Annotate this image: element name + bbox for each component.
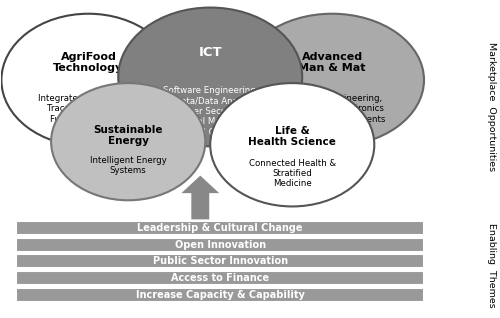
Text: Sustainable
Energy: Sustainable Energy	[94, 125, 163, 146]
FancyBboxPatch shape	[16, 254, 424, 268]
Text: ICT: ICT	[198, 46, 222, 59]
Polygon shape	[182, 176, 219, 219]
Ellipse shape	[118, 8, 302, 146]
FancyBboxPatch shape	[16, 271, 424, 285]
Text: Life &
Health Science: Life & Health Science	[248, 126, 336, 148]
Ellipse shape	[240, 14, 424, 146]
Text: Public Sector Innovation: Public Sector Innovation	[152, 256, 288, 266]
Text: Intelligent Energy
Systems: Intelligent Energy Systems	[90, 156, 166, 175]
Text: Marketplace  Opportunities: Marketplace Opportunities	[486, 42, 496, 171]
Text: Open Innovation: Open Innovation	[174, 240, 266, 250]
FancyBboxPatch shape	[16, 238, 424, 252]
FancyBboxPatch shape	[16, 221, 424, 235]
FancyBboxPatch shape	[16, 287, 424, 302]
Text: Software Engineering,
Big Data/Data Analytics,
Cyber Security,
Capital Markets,
: Software Engineering, Big Data/Data Anal…	[158, 86, 262, 137]
Text: Advanced Engineering,
Composites, Electronics
& Electrical Components: Advanced Engineering, Composites, Electr…	[279, 94, 385, 124]
Text: Leadership & Cultural Change: Leadership & Cultural Change	[138, 223, 303, 233]
Text: Advanced
Man & Mat: Advanced Man & Mat	[298, 52, 366, 73]
Text: Increase Capacity & Capability: Increase Capacity & Capability	[136, 290, 304, 300]
Text: AgriFood
Technology: AgriFood Technology	[54, 52, 124, 73]
Ellipse shape	[210, 83, 374, 206]
Ellipse shape	[51, 83, 206, 200]
Text: Access to Finance: Access to Finance	[171, 273, 269, 283]
Text: Enabling  Themes: Enabling Themes	[486, 223, 496, 308]
Text: Connected Health &
Stratified
Medicine: Connected Health & Stratified Medicine	[248, 159, 336, 189]
Ellipse shape	[2, 14, 176, 146]
Text: Integrated Value Chain,
Traceability, Niche/
Functioning Food,
Packaging
& Shelf: Integrated Value Chain, Traceability, Ni…	[38, 94, 140, 144]
